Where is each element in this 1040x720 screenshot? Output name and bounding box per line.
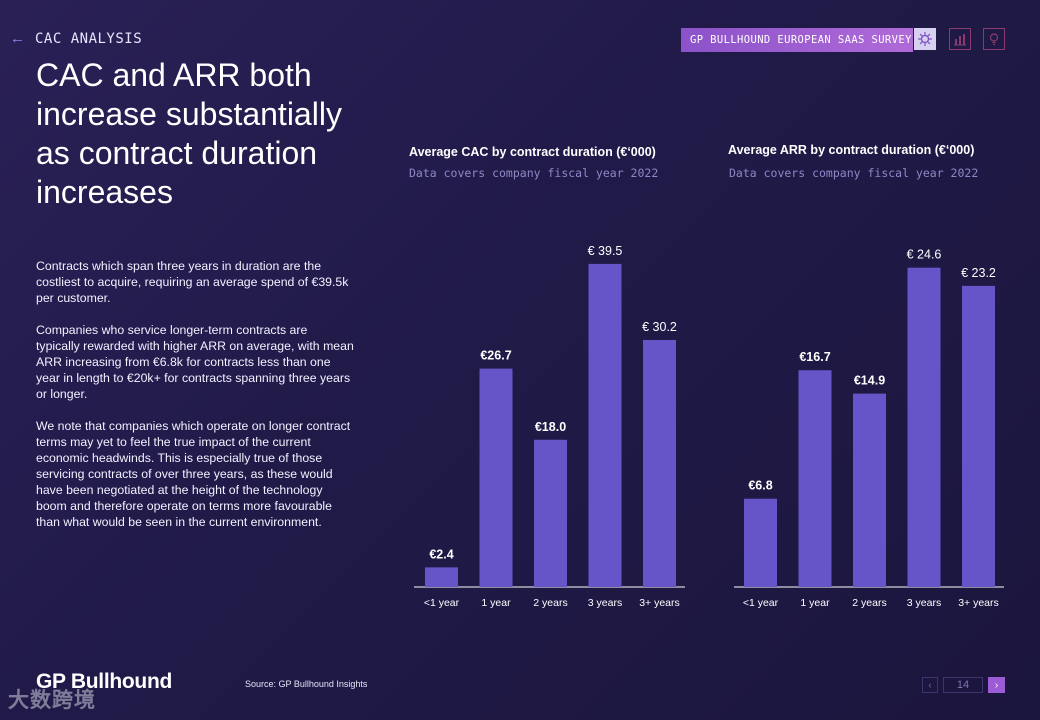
bar (907, 267, 941, 587)
bar (853, 393, 886, 587)
data-label: €14.9 (854, 374, 885, 388)
x-tick-label: 1 year (800, 597, 830, 609)
x-tick-label: 2 years (852, 597, 886, 609)
data-label: €18.0 (535, 420, 566, 434)
arr-chart-title: Average ARR by contract duration (€‘000) (728, 143, 975, 157)
x-tick-label: 1 year (481, 597, 511, 609)
cac-chart-title: Average CAC by contract duration (€‘000) (409, 145, 656, 159)
paragraph: Contracts which span three years in dura… (36, 259, 349, 305)
paragraph: Companies who service longer-term contra… (36, 323, 354, 401)
data-label: €6.8 (748, 479, 772, 493)
chevron-right-icon[interactable]: › (988, 677, 1005, 693)
x-tick-label: 3 years (588, 597, 622, 609)
bar (798, 370, 832, 587)
paragraph: We note that companies which operate on … (36, 419, 351, 529)
bar (425, 567, 458, 587)
x-tick-label: 3+ years (958, 597, 999, 609)
survey-badge[interactable]: GP BULLHOUND EUROPEAN SAAS SURVEY (681, 28, 913, 52)
data-label: €16.7 (799, 350, 830, 364)
watermark: 大数跨境 (8, 689, 96, 712)
virus-icon[interactable] (914, 28, 936, 50)
page-number: 14 (943, 677, 983, 693)
page-title: CAC and ARR both increase substantially … (36, 57, 342, 210)
data-label: € 30.2 (642, 320, 677, 334)
bar (962, 285, 995, 587)
lightbulb-icon[interactable] (983, 28, 1005, 50)
source-note: Source: GP Bullhound Insights (245, 679, 368, 689)
arr-chart-subtitle: Data covers company fiscal year 2022 (729, 166, 979, 180)
data-label: €26.7 (480, 349, 511, 363)
x-tick-label: <1 year (424, 597, 460, 609)
bar (479, 368, 513, 587)
data-label: € 39.5 (588, 244, 623, 258)
bar (588, 263, 622, 587)
x-tick-label: 2 years (533, 597, 567, 609)
data-label: € 24.6 (907, 248, 942, 262)
x-tick-label: <1 year (743, 597, 779, 609)
x-tick-label: 3+ years (639, 597, 680, 609)
data-label: €2.4 (429, 547, 453, 561)
bar (643, 339, 676, 587)
body-text: Contracts which span three years in dura… (36, 258, 354, 546)
left-arrow-icon[interactable]: ← (10, 30, 25, 47)
section-label: CAC ANALYSIS (35, 30, 143, 47)
chevron-left-icon[interactable]: ‹ (922, 677, 938, 693)
bar (744, 498, 777, 587)
bar-chart-icon[interactable] (949, 28, 971, 50)
bar (534, 439, 567, 587)
header-nav: ← CAC ANALYSIS (10, 30, 142, 47)
data-label: € 23.2 (961, 266, 996, 280)
gp-bullhound-logo: GP Bullhound (36, 670, 172, 693)
x-tick-label: 3 years (907, 597, 941, 609)
cac-chart-subtitle: Data covers company fiscal year 2022 (409, 166, 659, 180)
